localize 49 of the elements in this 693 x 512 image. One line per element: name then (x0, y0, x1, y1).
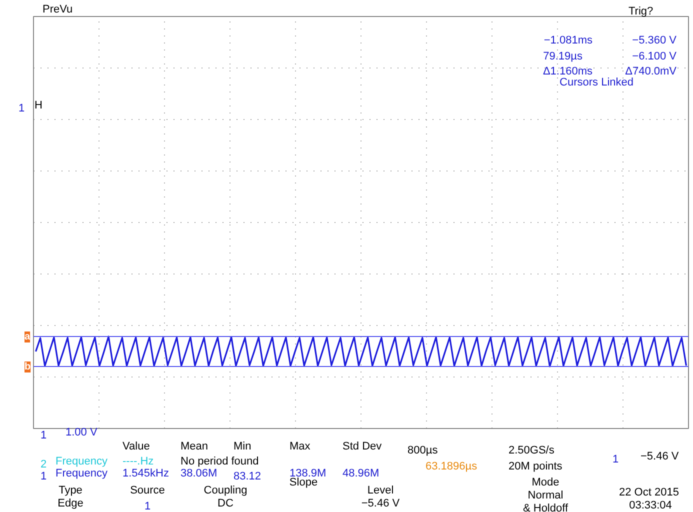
text: Δ740.0mV (625, 66, 678, 78)
text: 1 (40, 470, 47, 482)
text: 2 (40, 458, 47, 470)
text: Edge (58, 498, 84, 510)
text: Mean (180, 440, 208, 452)
text: 48.96M (342, 468, 380, 480)
text: 2.50GS/s (508, 444, 555, 456)
text: 1 (40, 430, 47, 442)
text: PreVu (42, 4, 73, 16)
text: Std Dev (342, 440, 382, 452)
text: Min (234, 440, 252, 452)
text: No period found (180, 456, 259, 468)
text: Level (367, 484, 394, 496)
text: & Holdoff (522, 502, 569, 512)
text: Frequency (56, 456, 108, 468)
text: −5.46 V (640, 450, 680, 462)
text: −5.360 V (632, 34, 678, 46)
text: 03:33:04 (629, 500, 672, 512)
text: DC (218, 498, 234, 510)
text: −1.081ms (544, 34, 593, 46)
text: 38.06M (180, 468, 218, 480)
text: 20M points (508, 460, 563, 472)
text: 1.00 V (66, 426, 98, 438)
text: 1 (18, 102, 25, 114)
text: 22 Oct 2015 (619, 486, 679, 498)
text: 800µs (408, 444, 438, 456)
text: Max (290, 440, 311, 452)
text: 1.545kHz (122, 468, 169, 480)
text: ----.Hz (122, 456, 154, 468)
text: H (34, 100, 42, 112)
text: Value (122, 440, 150, 452)
ref-line-label: b (24, 362, 31, 372)
text: 1 (144, 500, 151, 512)
text: Mode (532, 476, 560, 488)
text: −6.100 V (632, 50, 678, 62)
text: 63.1896µs (426, 460, 478, 472)
text: Source (130, 484, 165, 496)
text: 1 (612, 454, 619, 466)
text: Frequency (56, 468, 108, 480)
text: Type (58, 484, 82, 496)
text: Cursors Linked (560, 76, 634, 88)
text: 83.12 (234, 470, 262, 482)
text: −5.46 V (361, 498, 400, 510)
text: Normal (528, 490, 564, 502)
text: 79.19µs (543, 50, 583, 62)
text: Trig? (628, 6, 654, 18)
text: Coupling (204, 484, 248, 496)
text: Δ1.160ms (542, 66, 593, 78)
text: Slope (289, 476, 318, 488)
